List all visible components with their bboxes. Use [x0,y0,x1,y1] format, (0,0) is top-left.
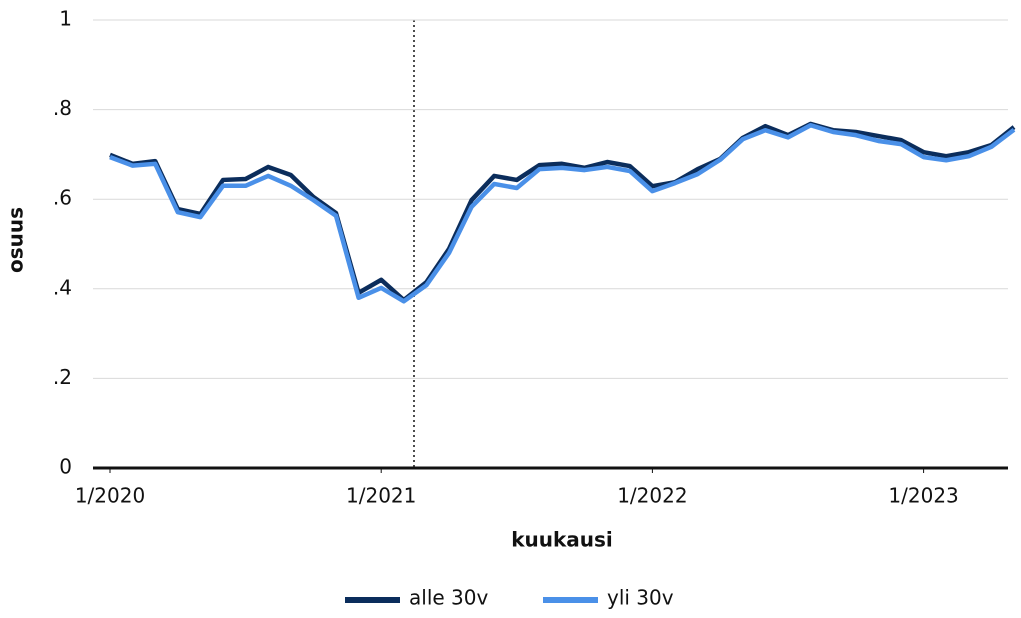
y-tick-label: .2 [53,365,72,389]
legend-label: alle 30v [409,586,488,610]
x-tick-label: 1/2022 [617,484,687,508]
legend-label: yli 30v [607,586,674,610]
x-tick-label: 1/2020 [75,484,145,508]
y-axis-label: osuus [4,207,28,273]
x-axis-label: kuukausi [511,528,613,552]
series-line [109,121,1016,303]
x-tick-label: 1/2021 [346,484,416,508]
y-tick-label: .6 [53,186,72,210]
y-tick-label: .4 [53,275,72,299]
x-tick-label: 1/2023 [888,484,958,508]
y-tick-label: .8 [53,96,72,120]
y-tick-label: 1 [59,7,72,31]
y-tick-label: 0 [59,455,72,479]
series-line [109,123,1016,304]
